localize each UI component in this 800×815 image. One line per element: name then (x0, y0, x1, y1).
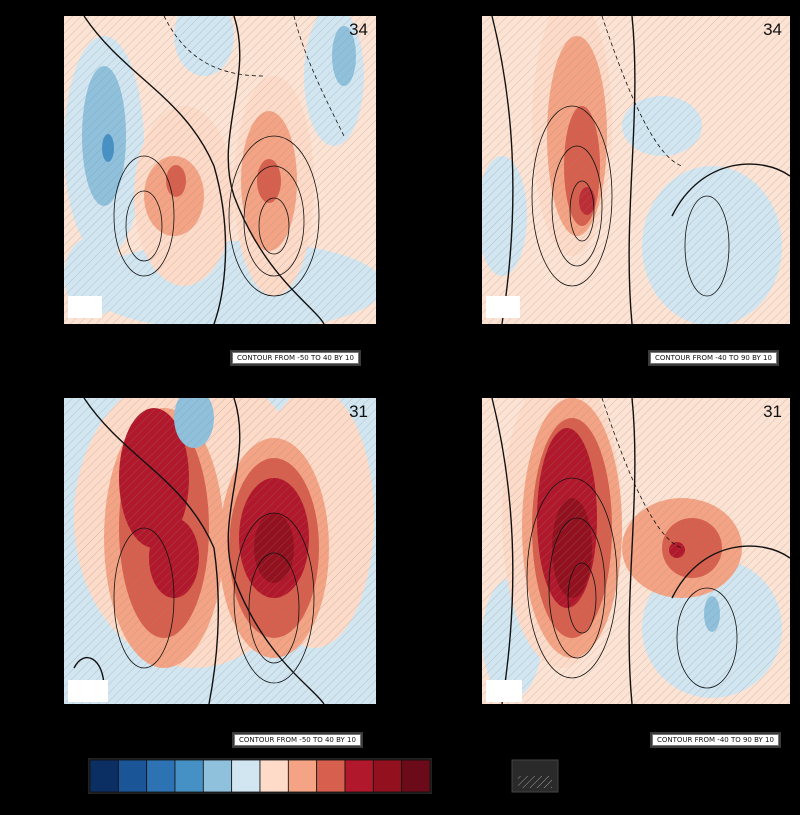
panel-top-right-plot (482, 16, 790, 324)
panel-bottom-left: 31 (64, 398, 376, 704)
hatch-legend (511, 759, 559, 793)
colorbar-swatch-2 (146, 759, 176, 793)
contour-label-bottom-right: CONTOUR FROM -40 TO 90 BY 10 (652, 734, 779, 746)
colorbar-swatch-11 (401, 759, 431, 793)
colorbar-swatch-8 (316, 759, 346, 793)
panel-top-right: 34 (482, 16, 790, 324)
colorbar-swatch-7 (287, 759, 318, 793)
contour-label-top-left: CONTOUR FROM -50 TO 40 BY 10 (232, 352, 359, 364)
colorbar-swatch-0 (89, 759, 119, 793)
panel-bottom-left-plot (64, 398, 376, 704)
colorbar-swatch-1 (117, 759, 148, 793)
panel-number: 31 (763, 402, 782, 421)
contour-label-top-right: CONTOUR FROM -40 TO 90 BY 10 (650, 352, 777, 364)
colorbar-swatch-4 (202, 759, 233, 793)
hatch-swatch (518, 776, 552, 788)
panel-number: 31 (349, 402, 368, 421)
colorbar-swatch-9 (344, 759, 374, 793)
colorbar-swatch-6 (259, 759, 289, 793)
panel-top-left: 34 (64, 16, 376, 324)
panel-bottom-right-plot (482, 398, 790, 704)
contour-label-bottom-left: CONTOUR FROM -50 TO 40 BY 10 (234, 734, 361, 746)
panel-bottom-right: 31 (482, 398, 790, 704)
colorbar-swatch-10 (372, 759, 403, 793)
colorbar (88, 758, 432, 794)
panel-top-left-plot (64, 16, 376, 324)
panel-number: 34 (349, 20, 368, 39)
colorbar-swatch-3 (174, 759, 204, 793)
panel-number: 34 (763, 20, 782, 39)
colorbar-swatch-5 (231, 759, 261, 793)
